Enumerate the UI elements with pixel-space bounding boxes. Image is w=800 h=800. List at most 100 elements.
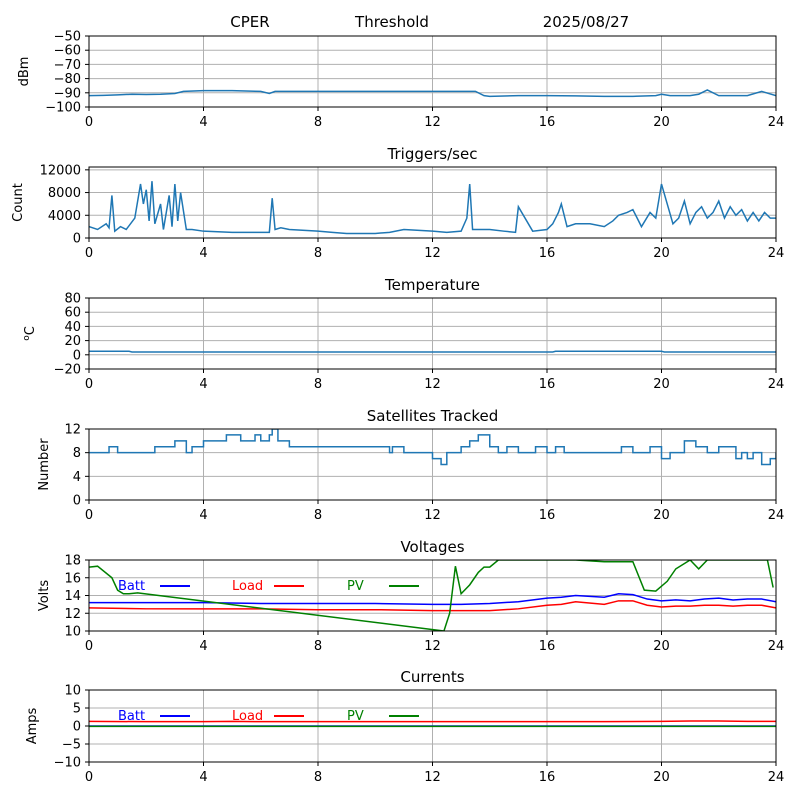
triggers-xtick-label: 12 [424,246,441,261]
satellites-xtick-label: 16 [539,508,556,523]
temperature-ytick-label: 80 [64,292,81,307]
currents-xtick-label: 8 [314,770,322,785]
triggers-xtick-label: 20 [653,246,670,261]
voltages-legend-pv-label: PV [347,579,364,594]
voltages-series-pv [89,560,774,631]
temperature-ytick-label: 0 [73,348,81,363]
currents-ytick-label: 5 [73,702,81,717]
triggers-ytick-label: 12000 [40,163,81,178]
satellites-ytick-label: 0 [73,494,81,509]
triggers-ylabel: Count [11,183,26,222]
threshold-xtick-label: 0 [85,115,93,130]
header-mode: Threshold [354,13,429,31]
voltages-xtick-label: 24 [768,639,785,654]
voltages-xtick-label: 16 [539,639,556,654]
temperature-xtick-label: 20 [653,377,670,392]
temperature-ylabel: oC [22,326,38,341]
voltages-title: Voltages [400,538,464,556]
voltages-legend-batt-label: Batt [118,579,145,594]
threshold-ylabel: dBm [17,57,32,87]
header-station: CPER [230,13,269,31]
satellites-xtick-label: 4 [199,508,207,523]
currents-xtick-label: 0 [85,770,93,785]
temperature-ytick-label: 60 [64,306,81,321]
temperature-ytick-label: −20 [54,363,81,378]
threshold-xtick-label: 24 [768,115,785,130]
temperature-xtick-label: 16 [539,377,556,392]
currents-ytick-label: 0 [73,720,81,735]
currents-xtick-label: 16 [539,770,556,785]
voltages-ylabel: Volts [37,580,52,612]
currents-ytick-label: −10 [54,756,81,771]
threshold-xtick-label: 16 [539,115,556,130]
temperature-ytick-label: 40 [64,320,81,335]
header-date: 2025/08/27 [543,13,629,31]
voltages-ytick-label: 10 [64,625,81,640]
triggers-xtick-label: 16 [539,246,556,261]
temperature-series-0 [89,350,776,353]
currents-xtick-label: 20 [653,770,670,785]
satellites-xtick-label: 0 [85,508,93,523]
satellites-xtick-label: 8 [314,508,322,523]
triggers-panel: 0 4 8 12 16 20 24 0 4000 8000 12000 Triggers/sec Cou… [11,145,784,261]
temperature-xtick-label: 24 [768,377,785,392]
triggers-ytick-label: 4000 [48,209,81,224]
triggers-series-0 [89,181,776,235]
currents-xtick-label: 24 [768,770,785,785]
triggers-xtick-label: 0 [85,246,93,261]
satellites-xtick-label: 20 [653,508,670,523]
voltages-xtick-label: 20 [653,639,670,654]
currents-legend-batt-label: Batt [118,709,145,724]
satellites-xtick-label: 12 [424,508,441,523]
threshold-xtick-label: 8 [314,115,322,130]
voltages-xtick-label: 4 [199,639,207,654]
temperature-xtick-label: 8 [314,377,322,392]
threshold-ytick-label: −80 [54,72,81,87]
triggers-xtick-label: 4 [199,246,207,261]
currents-series-load [89,720,776,723]
voltages-ytick-label: 18 [64,554,81,569]
satellites-xtick-label: 24 [768,508,785,523]
voltages-series-load [89,600,776,612]
threshold-ytick-label: −100 [45,101,81,116]
threshold-series-0 [89,89,776,98]
satellites-ytick-label: 4 [73,470,81,485]
currents-ylabel: Amps [25,707,40,744]
triggers-xtick-label: 8 [314,246,322,261]
currents-xtick-label: 12 [424,770,441,785]
voltages-legend-load-label: Load [232,579,263,594]
voltages-series-batt [89,592,776,606]
currents-legend-pv-label: PV [347,709,364,724]
temperature-xtick-label: 12 [424,377,441,392]
temperature-xtick-label: 4 [199,377,207,392]
threshold-ytick-label: −90 [54,86,81,101]
satellites-series-0 [89,429,776,466]
triggers-ytick-label: 0 [73,232,81,247]
threshold-ytick-label: −50 [54,30,81,45]
voltages-panel: 0 4 8 12 16 20 24 10 12 14 16 18 Voltages Volts Batt Lo… [37,538,784,654]
triggers-title: Triggers/sec [387,145,478,163]
currents-title: Currents [400,668,464,686]
satellites-ylabel: Number [37,438,52,491]
threshold-xtick-label: 12 [424,115,441,130]
satellites-title: Satellites Tracked [367,407,498,425]
currents-xtick-label: 4 [199,770,207,785]
temperature-xtick-label: 0 [85,377,93,392]
satellites-panel: 0 4 8 12 16 20 24 0 4 8 12 Satellites Tracked Number [37,407,784,523]
voltages-ytick-label: 14 [64,589,81,604]
temperature-ytick-label: 20 [64,334,81,349]
currents-ytick-label: 10 [64,684,81,699]
threshold-panel: 0 4 8 12 16 20 24 −100−90−80−70−60−50 dBm [17,30,784,131]
satellites-ytick-label: 12 [64,423,81,438]
voltages-xtick-label: 8 [314,639,322,654]
currents-ytick-label: −5 [62,738,81,753]
triggers-ytick-label: 8000 [48,186,81,201]
threshold-xtick-label: 4 [199,115,207,130]
voltages-ytick-label: 12 [64,607,81,622]
threshold-ytick-label: −60 [54,44,81,59]
triggers-xtick-label: 24 [768,246,785,261]
voltages-ytick-label: 16 [64,571,81,586]
